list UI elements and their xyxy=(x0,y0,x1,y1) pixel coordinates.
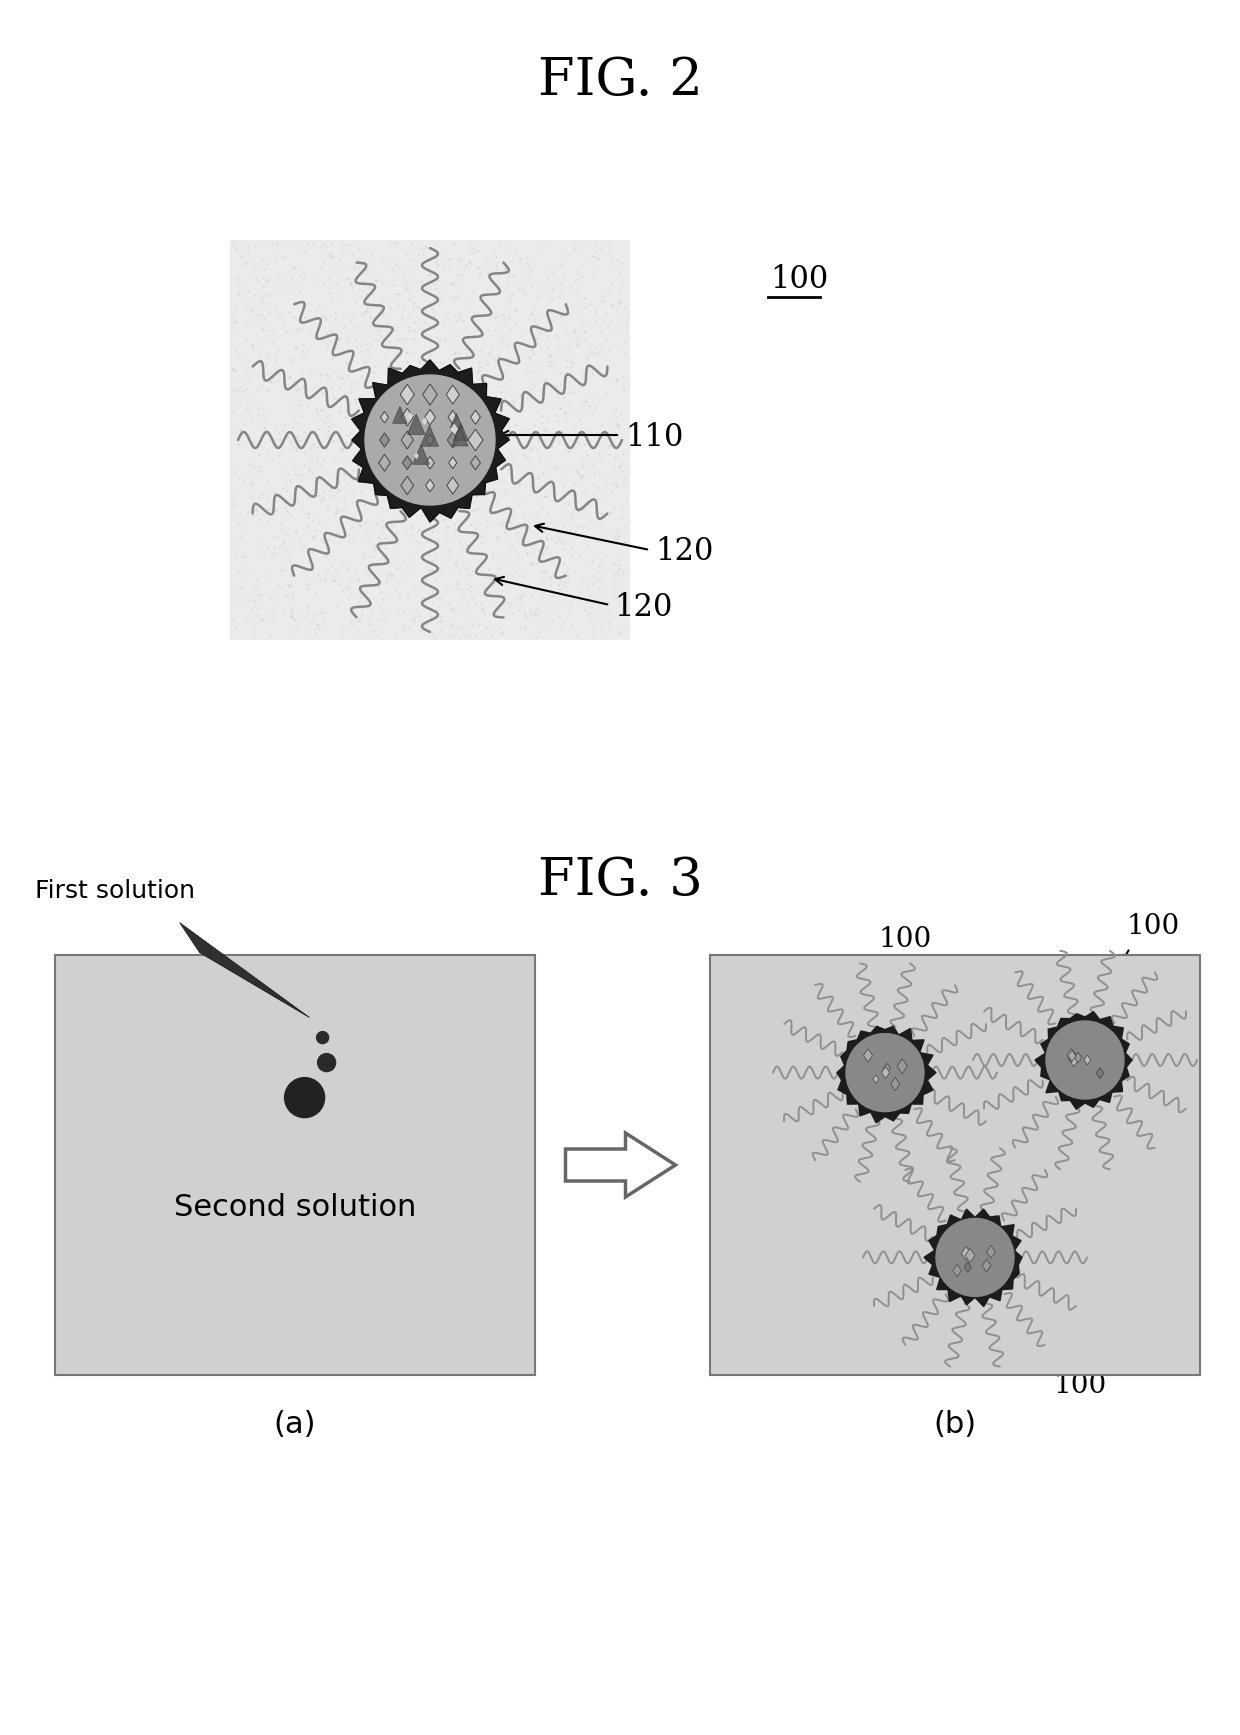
Polygon shape xyxy=(1069,1051,1079,1067)
Text: 100: 100 xyxy=(1126,913,1179,940)
Text: 120: 120 xyxy=(655,536,713,567)
Text: (b): (b) xyxy=(934,1411,977,1438)
Text: 110: 110 xyxy=(625,423,683,453)
Polygon shape xyxy=(1074,1051,1081,1064)
Polygon shape xyxy=(427,434,434,446)
Polygon shape xyxy=(982,1260,991,1272)
Polygon shape xyxy=(987,1246,996,1258)
Polygon shape xyxy=(401,430,413,449)
Bar xyxy=(55,954,534,1376)
Circle shape xyxy=(316,1032,329,1043)
Polygon shape xyxy=(449,456,456,468)
Polygon shape xyxy=(414,453,419,460)
Polygon shape xyxy=(403,456,412,470)
Polygon shape xyxy=(180,923,310,1018)
Polygon shape xyxy=(897,1058,908,1074)
Polygon shape xyxy=(863,1050,873,1062)
Circle shape xyxy=(1047,1020,1123,1098)
Polygon shape xyxy=(379,432,389,448)
Circle shape xyxy=(936,1218,1014,1296)
Polygon shape xyxy=(837,1027,936,1123)
Circle shape xyxy=(846,1034,924,1112)
Polygon shape xyxy=(873,1074,879,1083)
Text: FIG. 2: FIG. 2 xyxy=(538,56,702,106)
Polygon shape xyxy=(1084,1055,1091,1065)
Polygon shape xyxy=(965,1247,975,1263)
Polygon shape xyxy=(450,413,463,429)
Polygon shape xyxy=(965,1261,971,1272)
Circle shape xyxy=(285,1077,325,1117)
Text: 100: 100 xyxy=(770,264,828,295)
Polygon shape xyxy=(381,411,388,423)
Polygon shape xyxy=(393,406,407,423)
Polygon shape xyxy=(423,383,438,404)
Polygon shape xyxy=(451,427,467,446)
Polygon shape xyxy=(454,423,469,441)
Text: FIG. 3: FIG. 3 xyxy=(538,855,702,906)
Polygon shape xyxy=(467,429,484,451)
FancyBboxPatch shape xyxy=(229,239,630,640)
Polygon shape xyxy=(883,1064,890,1074)
Text: First solution: First solution xyxy=(35,878,195,902)
Text: Second solution: Second solution xyxy=(174,1192,417,1221)
Polygon shape xyxy=(424,409,435,425)
Polygon shape xyxy=(471,409,480,425)
Polygon shape xyxy=(1068,1050,1076,1062)
Polygon shape xyxy=(413,444,429,465)
Polygon shape xyxy=(952,1265,961,1277)
Polygon shape xyxy=(425,479,434,491)
Polygon shape xyxy=(446,385,459,404)
Polygon shape xyxy=(378,455,391,472)
Polygon shape xyxy=(1035,1012,1132,1109)
Polygon shape xyxy=(882,1067,889,1079)
Polygon shape xyxy=(402,408,413,427)
Polygon shape xyxy=(408,415,425,434)
Polygon shape xyxy=(471,456,480,470)
Bar xyxy=(711,954,1200,1376)
Polygon shape xyxy=(448,432,459,448)
Polygon shape xyxy=(352,359,510,522)
Polygon shape xyxy=(425,456,434,468)
Polygon shape xyxy=(448,411,458,423)
Circle shape xyxy=(317,1053,336,1072)
Text: 120: 120 xyxy=(614,592,672,623)
Text: 100: 100 xyxy=(1053,1372,1106,1400)
Text: (a): (a) xyxy=(274,1411,316,1438)
Polygon shape xyxy=(401,477,414,494)
Polygon shape xyxy=(1066,1048,1076,1062)
Polygon shape xyxy=(961,1246,971,1260)
Polygon shape xyxy=(890,1077,900,1091)
Polygon shape xyxy=(446,477,459,494)
Polygon shape xyxy=(422,416,428,425)
Circle shape xyxy=(365,375,495,505)
Polygon shape xyxy=(401,385,414,404)
Polygon shape xyxy=(420,425,439,446)
Polygon shape xyxy=(565,1133,676,1197)
Polygon shape xyxy=(1096,1067,1104,1079)
Polygon shape xyxy=(408,413,413,420)
Text: 100: 100 xyxy=(878,925,931,953)
Polygon shape xyxy=(450,423,458,434)
Polygon shape xyxy=(924,1209,1022,1306)
